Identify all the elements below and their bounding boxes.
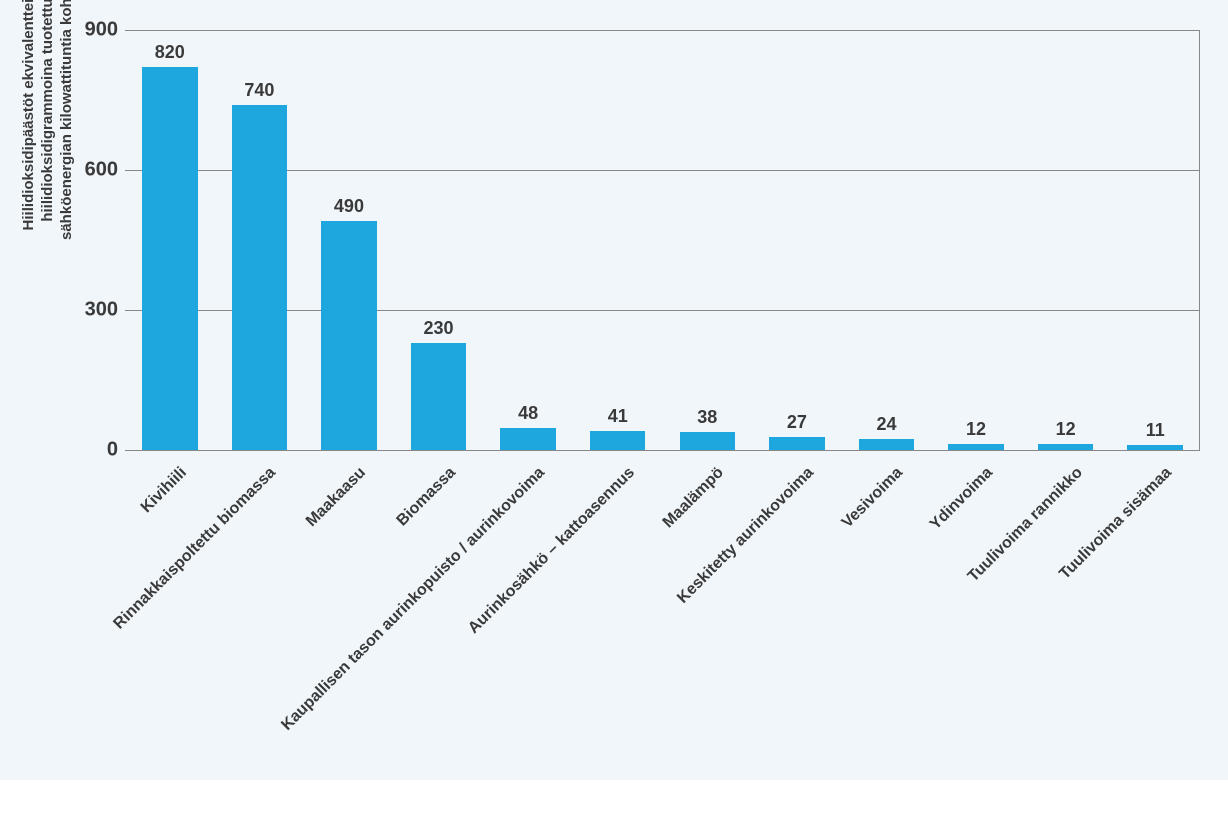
bar-value-label: 740 (232, 80, 288, 101)
emissions-bar-chart: Hiilidioksidipäästöt ekvivalentteina hii… (0, 0, 1228, 780)
bar-value-label: 11 (1127, 420, 1183, 441)
y-tick-label: 600 (85, 159, 118, 182)
bars-group: 820 740 490 230 48 41 38 27 24 12 12 11 (125, 30, 1200, 450)
bar-value-label: 820 (142, 42, 198, 63)
y-tick-label: 900 (85, 19, 118, 42)
bar: 27 (769, 437, 825, 450)
bar: 24 (859, 439, 915, 450)
y-tick-label: 0 (107, 439, 118, 462)
bar: 41 (590, 431, 646, 450)
bar-value-label: 230 (411, 318, 467, 339)
bar: 11 (1127, 445, 1183, 450)
gridline (125, 450, 1200, 451)
bar: 740 (232, 105, 288, 450)
bar: 490 (321, 221, 377, 450)
bar-value-label: 12 (948, 419, 1004, 440)
bar: 48 (500, 428, 556, 450)
bar: 12 (948, 444, 1004, 450)
bar-value-label: 27 (769, 412, 825, 433)
x-tick-label: Tuulivoima sisämaa (810, 464, 1176, 830)
bar-value-label: 41 (590, 406, 646, 427)
bar-value-label: 38 (680, 407, 736, 428)
bar-value-label: 490 (321, 196, 377, 217)
bar-value-label: 12 (1038, 419, 1094, 440)
bar: 38 (680, 432, 736, 450)
bar: 230 (411, 343, 467, 450)
bar: 820 (142, 67, 198, 450)
bar-value-label: 24 (859, 414, 915, 435)
bar-value-label: 48 (500, 403, 556, 424)
bar: 12 (1038, 444, 1094, 450)
y-tick-label: 300 (85, 299, 118, 322)
y-axis-label: Hiilidioksidipäästöt ekvivalentteina hii… (20, 0, 76, 240)
